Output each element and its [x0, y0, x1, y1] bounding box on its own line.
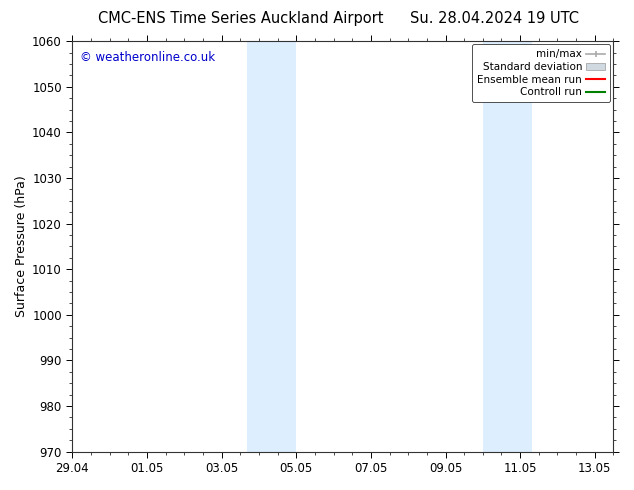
Legend: min/max, Standard deviation, Ensemble mean run, Controll run: min/max, Standard deviation, Ensemble me…	[472, 44, 611, 102]
Bar	[483, 41, 508, 452]
Bar	[271, 41, 296, 452]
Bar	[247, 41, 271, 452]
Bar	[508, 41, 533, 452]
Text: CMC-ENS Time Series Auckland Airport: CMC-ENS Time Series Auckland Airport	[98, 11, 384, 26]
Text: Su. 28.04.2024 19 UTC: Su. 28.04.2024 19 UTC	[410, 11, 579, 26]
Y-axis label: Surface Pressure (hPa): Surface Pressure (hPa)	[15, 175, 28, 317]
Text: © weatheronline.co.uk: © weatheronline.co.uk	[81, 51, 216, 64]
